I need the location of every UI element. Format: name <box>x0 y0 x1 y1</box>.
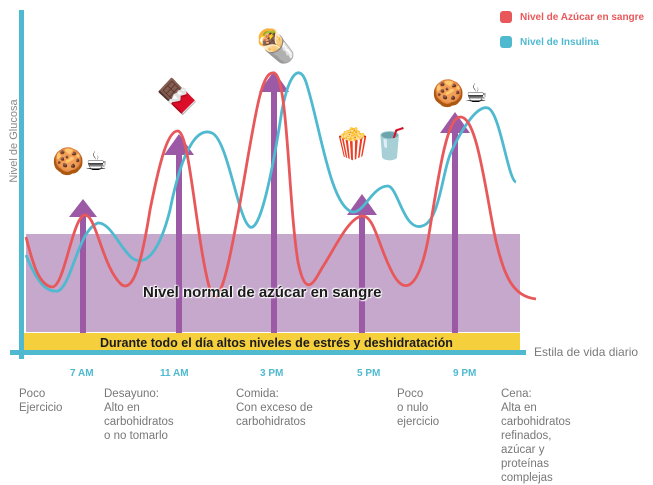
time-label-3pm: 3 PM <box>260 368 284 379</box>
cookie-coffee-icon: 🍪☕ <box>52 146 108 176</box>
cookie-coffee-icon: 🍪☕ <box>432 78 488 108</box>
popcorn-soda-icon: 🍿🥤 <box>334 128 409 161</box>
stress-band <box>24 333 520 351</box>
normal-range-label: Nivel normal de azúcar en sangre <box>143 284 382 301</box>
time-label-11am: 11 AM <box>160 368 189 379</box>
chocolate-bar-icon: 🍫 <box>156 78 199 116</box>
time-label-5pm: 5 PM <box>357 368 381 379</box>
stress-band-label: Durante todo el día altos niveles de est… <box>100 336 453 350</box>
burrito-plate-icon: 🌯 <box>256 28 296 64</box>
x-axis-label: Estila de vida diario <box>534 345 639 359</box>
time-label-7am: 7 AM <box>70 368 94 379</box>
description-7am: Poco Ejercicio <box>19 388 63 414</box>
insulin-curve <box>24 71 517 293</box>
description-9pm: Cena: Alta en carbohidratos refinados, a… <box>501 388 571 484</box>
legend-item-sugar: Nivel de Azúcar en sangre <box>500 11 644 23</box>
legend-label-insulin: Nivel de Insulina <box>520 36 599 48</box>
description-5pm: Poco o nulo ejercicio <box>397 388 440 428</box>
legend-item-insulin: Nivel de Insulina <box>500 36 599 48</box>
y-axis-label: Nivel de Glucosa <box>8 99 20 183</box>
legend-swatch-insulin <box>500 36 512 48</box>
meal-arrows <box>69 71 470 333</box>
y-axis <box>19 10 24 359</box>
legend-label-sugar: Nivel de Azúcar en sangre <box>520 11 645 23</box>
description-3pm: Comida: Con exceso de carbohidratos <box>236 388 313 428</box>
x-axis <box>10 350 526 355</box>
time-label-9pm: 9 PM <box>453 368 477 379</box>
legend-swatch-sugar <box>500 11 512 23</box>
blood-sugar-curve <box>24 71 537 301</box>
description-11am: Desayuno: Alto en carbohidratos o no tom… <box>104 388 174 442</box>
